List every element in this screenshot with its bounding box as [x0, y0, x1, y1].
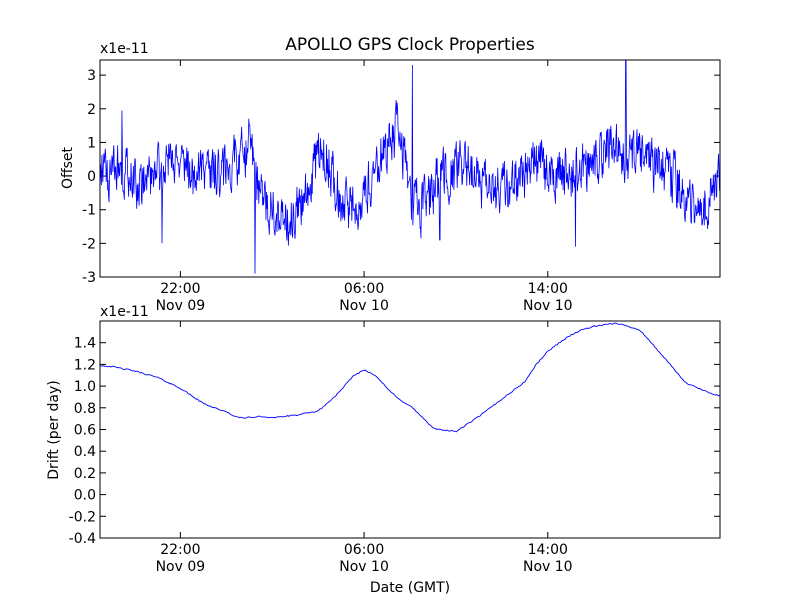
top-scale-label: x1e-11 — [100, 41, 149, 57]
y-tick-label: -0.2 — [69, 509, 96, 525]
x-tick-time-label: 14:00 — [528, 542, 568, 558]
x-tick-time-label: 22:00 — [160, 281, 200, 297]
y-tick-label: 3 — [87, 68, 96, 84]
y-tick-label: 1 — [87, 135, 96, 151]
bottom-y-axis-label: Drift (per day) — [46, 380, 62, 479]
bottom-x-axis-label: Date (GMT) — [370, 580, 450, 596]
chart-title: APOLLO GPS Clock Properties — [285, 35, 535, 55]
x-tick-time-label: 06:00 — [344, 281, 384, 297]
x-tick-date-label: Nov 10 — [339, 298, 389, 314]
x-tick-time-label: 14:00 — [528, 281, 568, 297]
y-tick-label: 0.8 — [74, 401, 96, 417]
bottom-scale-label: x1e-11 — [100, 304, 149, 320]
x-tick-date-label: Nov 09 — [156, 298, 206, 314]
top-y-axis-label: Offset — [60, 146, 76, 189]
y-tick-label: 0.4 — [74, 444, 96, 460]
top-axes-frame — [99, 59, 721, 278]
x-tick-date-label: Nov 10 — [523, 298, 573, 314]
x-tick-time-label: 22:00 — [160, 542, 200, 558]
x-tick-date-label: Nov 10 — [523, 559, 573, 575]
y-tick-label: -3 — [82, 270, 96, 286]
bottom-ticks: -0.4-0.20.00.20.40.60.81.01.21.422:00Nov… — [69, 321, 720, 575]
bottom-series — [100, 322, 720, 433]
y-tick-label: 1.2 — [74, 357, 96, 373]
y-tick-label: -2 — [82, 236, 96, 252]
top-series — [100, 60, 720, 274]
y-tick-label: 0 — [87, 169, 96, 185]
y-tick-label: 0.2 — [74, 466, 96, 482]
bottom-axes-frame — [99, 320, 721, 539]
x-tick-time-label: 06:00 — [344, 542, 384, 558]
y-tick-label: 0.6 — [74, 423, 96, 439]
drift-series-line — [100, 322, 720, 433]
x-tick-date-label: Nov 09 — [156, 559, 206, 575]
y-tick-label: 1.0 — [74, 379, 96, 395]
y-tick-label: 0.0 — [74, 488, 96, 504]
y-tick-label: 1.4 — [74, 336, 96, 352]
y-tick-label: -0.4 — [69, 531, 96, 547]
x-tick-date-label: Nov 10 — [339, 559, 389, 575]
y-tick-label: 2 — [87, 102, 96, 118]
y-tick-label: -1 — [82, 203, 96, 219]
offset-series-line — [100, 60, 720, 274]
